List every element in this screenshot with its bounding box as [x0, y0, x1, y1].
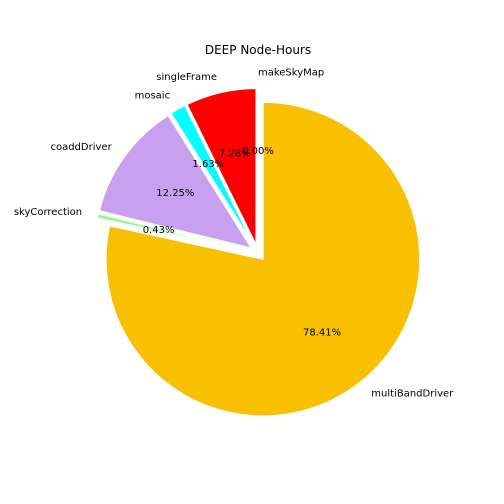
slice-label-single-frame: singleFrame: [156, 72, 217, 83]
pct-label-coadd-driver: 12.25%: [156, 188, 194, 199]
slice-label-make-sky-map: makeSkyMap: [258, 67, 324, 78]
pct-label-sky-correction: 0.43%: [143, 225, 175, 236]
pct-label-mosaic: 1.63%: [192, 159, 224, 170]
slice-label-multi-band-driver: multiBandDriver: [371, 389, 454, 400]
pct-label-multi-band-driver: 78.41%: [303, 327, 341, 338]
slice-label-coadd-driver: coaddDriver: [50, 142, 112, 153]
chart-title: DEEP Node-Hours: [205, 43, 311, 57]
pie-slices: [97, 88, 420, 416]
slice-label-sky-correction: skyCorrection: [14, 207, 82, 218]
slice-label-mosaic: mosaic: [135, 90, 170, 101]
